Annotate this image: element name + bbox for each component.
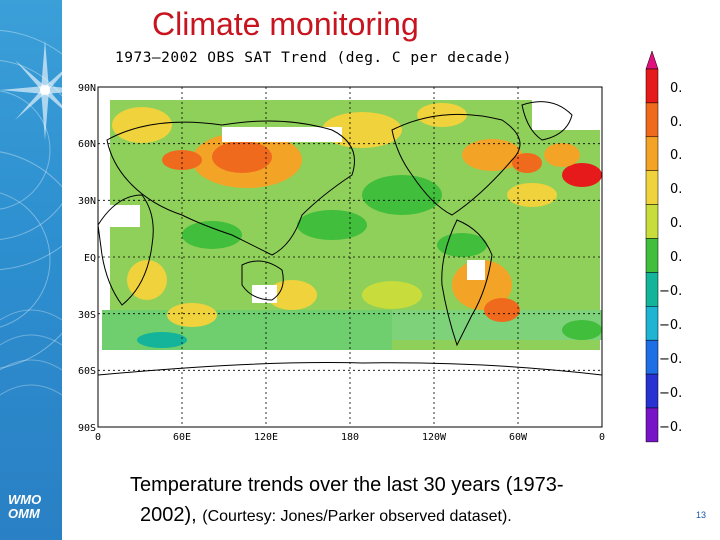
caption-source: (Courtesy: Jones/Parker observed dataset… (202, 508, 512, 525)
colorbar-segment (645, 339, 659, 375)
colorbar-segment (645, 204, 659, 239)
lat-label-30n: 30N (78, 196, 96, 207)
colorbar-label-neg-0.5: −0.5 (659, 420, 682, 435)
colorbar-label-0.3: 0.3 (670, 182, 682, 197)
wmo-emblem-icon (0, 29, 62, 396)
colorbar-label-neg-0.2: −0.2 (659, 318, 682, 333)
lon-label-0: 0 (95, 432, 101, 443)
colorbar-label-0.2: 0.2 (670, 216, 682, 231)
lat-label-90n: 90N (78, 83, 96, 94)
caption-line-1: Temperature trends over the last 30 year… (130, 474, 564, 496)
map-title: 1973—2002 OBS SAT Trend (deg. C per deca… (115, 50, 512, 66)
colorbar-segment (645, 102, 659, 138)
colorbar-segment (645, 170, 659, 205)
caption: Temperature trends over the last 30 year… (130, 470, 690, 532)
colorbar-segment (645, 136, 659, 171)
lon-label-120e: 120E (254, 432, 278, 443)
trend-field (102, 100, 602, 350)
lon-label-180: 180 (341, 432, 359, 443)
colorbar-segment (645, 373, 659, 409)
trend-map-svg: 90N 60N 30N EQ 30S 60S 90S 0 60E 120E 18… (78, 50, 691, 443)
lat-label-eq: EQ (84, 253, 96, 264)
colorbar-label-0.6: 0.6 (670, 81, 682, 96)
colorbar-label-neg-0.3: −0.3 (659, 352, 682, 367)
colorbar-segment (645, 407, 659, 443)
lat-label-30s: 30S (78, 310, 96, 321)
slide-title: Climate monitoring (152, 6, 419, 42)
colorbar (645, 50, 659, 443)
logo-text-omm: OMM (8, 506, 40, 521)
colorbar-label-neg-0.1: −0.1 (659, 284, 682, 299)
lon-label-120w: 120W (422, 432, 447, 443)
colorbar-label-0.1: 0.1 (670, 250, 682, 265)
colorbar-segment (645, 306, 659, 341)
caption-line-2: 2002), (140, 504, 203, 526)
lat-label-90s: 90S (78, 423, 96, 434)
trend-map-figure: 90N 60N 30N EQ 30S 60S 90S 0 60E 120E 18… (62, 45, 691, 460)
colorbar-segment (645, 272, 659, 307)
antarctica-coast (97, 362, 603, 376)
lon-label-0-east: 0 (599, 432, 605, 443)
colorbar-segment (645, 68, 659, 104)
sidebar-band: WMO OMM (0, 0, 62, 540)
wmo-logo: WMO OMM (8, 493, 41, 521)
graticule (98, 87, 602, 427)
lon-label-60w: 60W (509, 432, 528, 443)
logo-text-wmo: WMO (8, 492, 42, 507)
page-number: 13 (696, 510, 707, 520)
coastlines (97, 101, 573, 347)
colorbar-arrow-top (645, 50, 659, 70)
colorbar-label-0.4: 0.4 (670, 148, 682, 163)
lat-label-60s: 60S (78, 366, 96, 377)
colorbar-label-0.5: 0.5 (670, 115, 682, 130)
lon-label-60e: 60E (173, 432, 191, 443)
colorbar-segment (645, 238, 659, 273)
lat-label-60n: 60N (78, 139, 96, 150)
colorbar-label-neg-0.4: −0.4 (659, 386, 682, 401)
